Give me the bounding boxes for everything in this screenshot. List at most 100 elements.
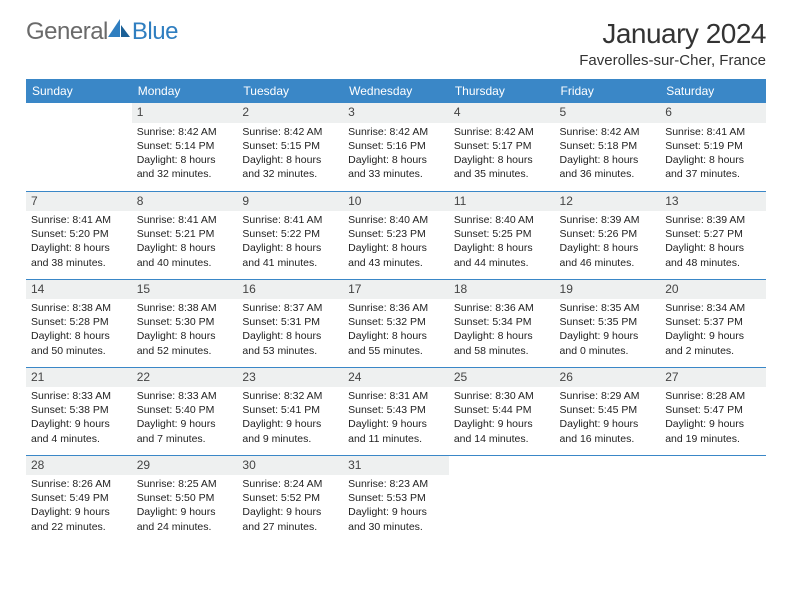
day-header: Saturday [660, 79, 766, 103]
day-number: 18 [449, 280, 555, 300]
calendar-cell: 28Sunrise: 8:26 AMSunset: 5:49 PMDayligh… [26, 455, 132, 543]
day-number: 12 [555, 192, 661, 212]
daylight-line: Daylight: 8 hours and 46 minutes. [560, 241, 656, 269]
day-header: Wednesday [343, 79, 449, 103]
day-content: Sunrise: 8:31 AMSunset: 5:43 PMDaylight:… [343, 387, 449, 450]
day-content: Sunrise: 8:39 AMSunset: 5:26 PMDaylight:… [555, 211, 661, 274]
calendar-table: Sunday Monday Tuesday Wednesday Thursday… [26, 79, 766, 543]
day-content: Sunrise: 8:24 AMSunset: 5:52 PMDaylight:… [237, 475, 343, 538]
day-content: Sunrise: 8:41 AMSunset: 5:20 PMDaylight:… [26, 211, 132, 274]
day-content: Sunrise: 8:23 AMSunset: 5:53 PMDaylight:… [343, 475, 449, 538]
logo-text-gray: General [26, 18, 108, 46]
calendar-cell: 14Sunrise: 8:38 AMSunset: 5:28 PMDayligh… [26, 279, 132, 367]
day-number: 15 [132, 280, 238, 300]
daylight-line: Daylight: 8 hours and 48 minutes. [665, 241, 761, 269]
day-number: 14 [26, 280, 132, 300]
title-block: January 2024 Faverolles-sur-Cher, France [579, 18, 766, 69]
day-number: 22 [132, 368, 238, 388]
day-header: Monday [132, 79, 238, 103]
day-content: Sunrise: 8:29 AMSunset: 5:45 PMDaylight:… [555, 387, 661, 450]
day-content: Sunrise: 8:38 AMSunset: 5:28 PMDaylight:… [26, 299, 132, 362]
day-number: 16 [237, 280, 343, 300]
sunrise-line: Sunrise: 8:40 AM [348, 213, 444, 227]
daylight-line: Daylight: 8 hours and 37 minutes. [665, 153, 761, 181]
day-number: 6 [660, 103, 766, 123]
daylight-line: Daylight: 8 hours and 58 minutes. [454, 329, 550, 357]
calendar-cell: 6Sunrise: 8:41 AMSunset: 5:19 PMDaylight… [660, 103, 766, 191]
day-number: 31 [343, 456, 449, 476]
day-header: Thursday [449, 79, 555, 103]
sunset-line: Sunset: 5:23 PM [348, 227, 444, 241]
sunset-line: Sunset: 5:50 PM [137, 491, 233, 505]
day-number: 28 [26, 456, 132, 476]
day-content: Sunrise: 8:38 AMSunset: 5:30 PMDaylight:… [132, 299, 238, 362]
calendar-cell: 9Sunrise: 8:41 AMSunset: 5:22 PMDaylight… [237, 191, 343, 279]
day-content: Sunrise: 8:37 AMSunset: 5:31 PMDaylight:… [237, 299, 343, 362]
daylight-line: Daylight: 9 hours and 14 minutes. [454, 417, 550, 445]
day-content: Sunrise: 8:42 AMSunset: 5:15 PMDaylight:… [237, 123, 343, 186]
sunset-line: Sunset: 5:44 PM [454, 403, 550, 417]
daylight-line: Daylight: 8 hours and 52 minutes. [137, 329, 233, 357]
day-number: 2 [237, 103, 343, 123]
day-content: Sunrise: 8:42 AMSunset: 5:16 PMDaylight:… [343, 123, 449, 186]
daylight-line: Daylight: 9 hours and 24 minutes. [137, 505, 233, 533]
sunset-line: Sunset: 5:53 PM [348, 491, 444, 505]
calendar-cell: 30Sunrise: 8:24 AMSunset: 5:52 PMDayligh… [237, 455, 343, 543]
logo-sail-icon [108, 19, 130, 37]
day-content: Sunrise: 8:41 AMSunset: 5:19 PMDaylight:… [660, 123, 766, 186]
day-content: Sunrise: 8:39 AMSunset: 5:27 PMDaylight:… [660, 211, 766, 274]
sunrise-line: Sunrise: 8:23 AM [348, 477, 444, 491]
calendar-cell: 12Sunrise: 8:39 AMSunset: 5:26 PMDayligh… [555, 191, 661, 279]
page-title: January 2024 [579, 18, 766, 50]
calendar-week-row: 14Sunrise: 8:38 AMSunset: 5:28 PMDayligh… [26, 279, 766, 367]
day-header: Friday [555, 79, 661, 103]
sunrise-line: Sunrise: 8:36 AM [454, 301, 550, 315]
sunset-line: Sunset: 5:20 PM [31, 227, 127, 241]
sunrise-line: Sunrise: 8:42 AM [137, 125, 233, 139]
sunset-line: Sunset: 5:21 PM [137, 227, 233, 241]
sunset-line: Sunset: 5:49 PM [31, 491, 127, 505]
calendar-cell [555, 455, 661, 543]
calendar-cell: 15Sunrise: 8:38 AMSunset: 5:30 PMDayligh… [132, 279, 238, 367]
day-content: Sunrise: 8:33 AMSunset: 5:38 PMDaylight:… [26, 387, 132, 450]
sunrise-line: Sunrise: 8:41 AM [137, 213, 233, 227]
daylight-line: Daylight: 8 hours and 50 minutes. [31, 329, 127, 357]
sunrise-line: Sunrise: 8:31 AM [348, 389, 444, 403]
daylight-line: Daylight: 8 hours and 32 minutes. [137, 153, 233, 181]
sunset-line: Sunset: 5:38 PM [31, 403, 127, 417]
sunset-line: Sunset: 5:52 PM [242, 491, 338, 505]
sunset-line: Sunset: 5:32 PM [348, 315, 444, 329]
daylight-line: Daylight: 8 hours and 44 minutes. [454, 241, 550, 269]
sunset-line: Sunset: 5:14 PM [137, 139, 233, 153]
calendar-cell: 2Sunrise: 8:42 AMSunset: 5:15 PMDaylight… [237, 103, 343, 191]
sunset-line: Sunset: 5:18 PM [560, 139, 656, 153]
sunrise-line: Sunrise: 8:24 AM [242, 477, 338, 491]
sunrise-line: Sunrise: 8:33 AM [137, 389, 233, 403]
sunset-line: Sunset: 5:40 PM [137, 403, 233, 417]
day-content: Sunrise: 8:40 AMSunset: 5:23 PMDaylight:… [343, 211, 449, 274]
daylight-line: Daylight: 8 hours and 41 minutes. [242, 241, 338, 269]
daylight-line: Daylight: 9 hours and 11 minutes. [348, 417, 444, 445]
sunrise-line: Sunrise: 8:38 AM [31, 301, 127, 315]
calendar-cell: 19Sunrise: 8:35 AMSunset: 5:35 PMDayligh… [555, 279, 661, 367]
logo-text-blue: Blue [132, 18, 178, 46]
calendar-header-row: Sunday Monday Tuesday Wednesday Thursday… [26, 79, 766, 103]
sunset-line: Sunset: 5:25 PM [454, 227, 550, 241]
page-subtitle: Faverolles-sur-Cher, France [579, 52, 766, 69]
sunset-line: Sunset: 5:34 PM [454, 315, 550, 329]
calendar-cell [26, 103, 132, 191]
day-number: 8 [132, 192, 238, 212]
calendar-week-row: 21Sunrise: 8:33 AMSunset: 5:38 PMDayligh… [26, 367, 766, 455]
calendar-cell: 18Sunrise: 8:36 AMSunset: 5:34 PMDayligh… [449, 279, 555, 367]
sunset-line: Sunset: 5:27 PM [665, 227, 761, 241]
daylight-line: Daylight: 9 hours and 16 minutes. [560, 417, 656, 445]
day-content: Sunrise: 8:40 AMSunset: 5:25 PMDaylight:… [449, 211, 555, 274]
day-number: 29 [132, 456, 238, 476]
sunrise-line: Sunrise: 8:42 AM [560, 125, 656, 139]
day-header: Sunday [26, 79, 132, 103]
calendar-cell: 24Sunrise: 8:31 AMSunset: 5:43 PMDayligh… [343, 367, 449, 455]
header: General Blue January 2024 Faverolles-sur… [26, 18, 766, 69]
calendar-cell: 27Sunrise: 8:28 AMSunset: 5:47 PMDayligh… [660, 367, 766, 455]
sunrise-line: Sunrise: 8:34 AM [665, 301, 761, 315]
calendar-week-row: 1Sunrise: 8:42 AMSunset: 5:14 PMDaylight… [26, 103, 766, 191]
